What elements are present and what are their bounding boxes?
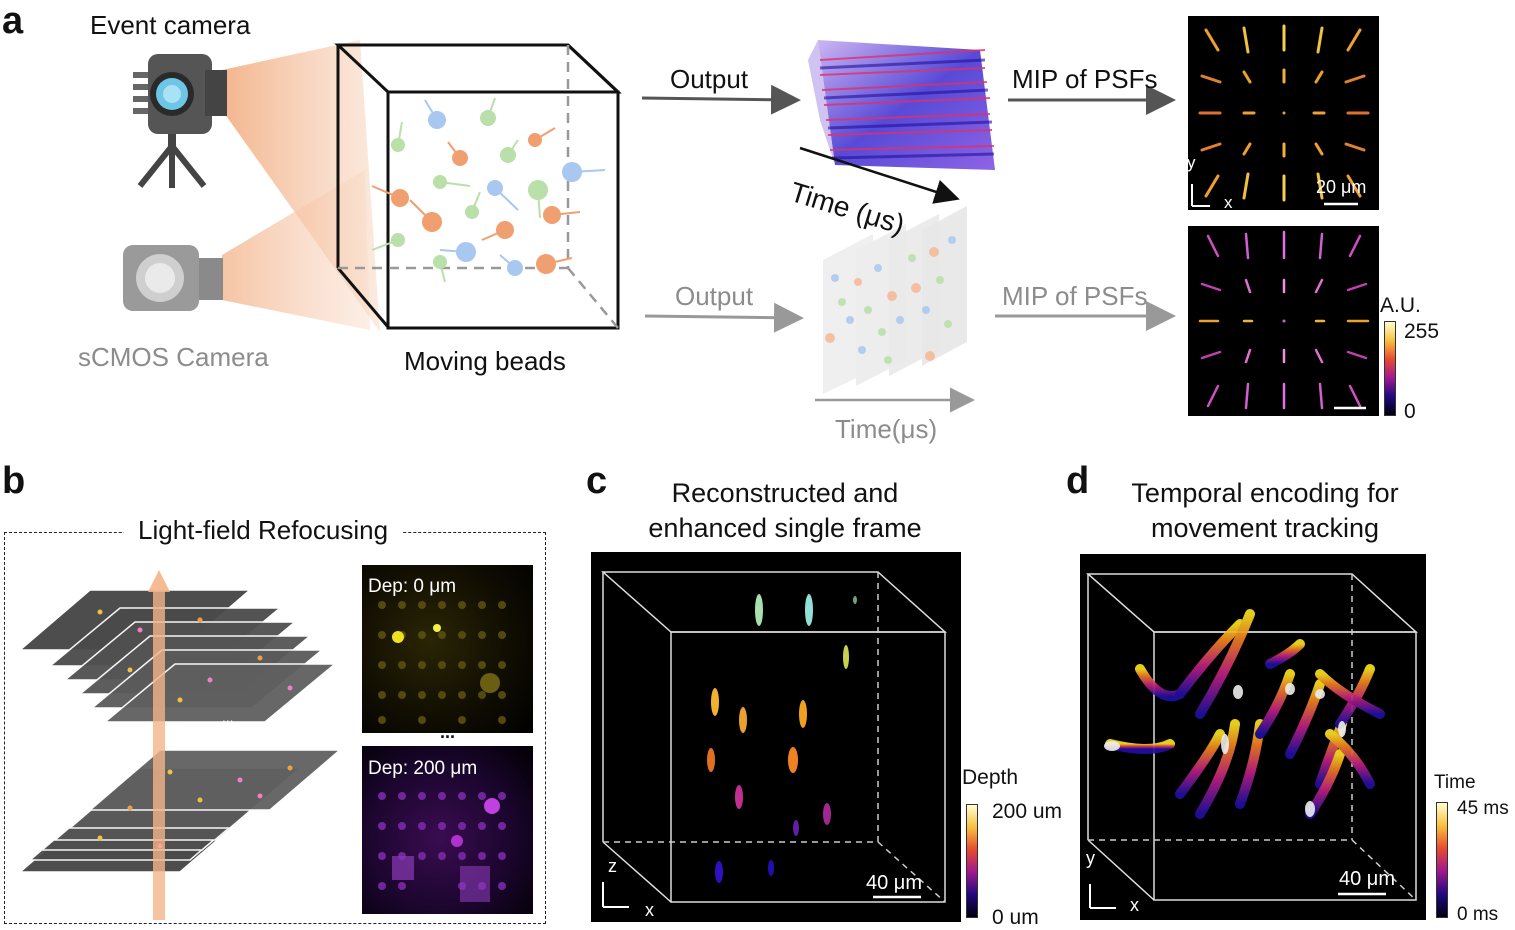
scmos-camera-label: sCMOS Camera — [78, 342, 269, 372]
time-colorbar — [1436, 802, 1448, 918]
depth-colorbar-title: Depth — [962, 766, 1019, 789]
psf-mip-event-image — [1188, 16, 1379, 210]
time-colorbar-max: 45 ms — [1457, 798, 1509, 819]
panel-c-label: c — [586, 460, 608, 502]
psf-mip-scmos-image — [1188, 226, 1379, 416]
depth-colorbar-max: 200 um — [992, 800, 1063, 823]
depth-200-image — [362, 746, 533, 914]
depth-colorbar — [966, 804, 978, 918]
panel-d-title: Temporal encoding for movement tracking — [1090, 476, 1440, 546]
time-bottom-label: Time(μs) — [835, 414, 938, 444]
psf-axis-x: x — [1224, 193, 1233, 212]
output-bottom-label: Output — [675, 281, 754, 311]
psf-scale-label: 20 μm — [1316, 177, 1367, 197]
panel-b-label: b — [2, 460, 26, 502]
event-camera-icon — [133, 54, 227, 188]
output-top-label: Output — [670, 64, 749, 94]
panel-c-title: Reconstructed and enhanced single frame — [610, 476, 960, 546]
depth-0-label: Dep: 0 μm — [368, 576, 457, 597]
panel-d-axis-x: x — [1130, 895, 1139, 915]
panel-c-scale-label: 40 μm — [866, 872, 922, 894]
panel-d-title-line1: Temporal encoding for — [1131, 478, 1399, 508]
depth-colorbar-min: 0 um — [992, 906, 1039, 929]
time-colorbar-title: Time — [1434, 772, 1476, 793]
depth-images-ellipsis: ... — [440, 722, 456, 742]
panel-d-title-line2: movement tracking — [1150, 513, 1380, 543]
mip-top-label: MIP of PSFs — [1012, 64, 1158, 94]
event-data-cube — [808, 40, 995, 170]
time-colorbar-min: 0 ms — [1457, 904, 1499, 925]
panel-d-scale-label: 40 μm — [1339, 868, 1395, 890]
panel-c-title-line2: enhanced single frame — [648, 513, 922, 543]
panel-c-axis-x: x — [645, 900, 654, 920]
panel-d-axis-y: y — [1086, 848, 1095, 868]
psf-axis-y: y — [1187, 153, 1196, 172]
moving-beads-label: Moving beads — [404, 346, 566, 376]
event-camera-label: Event camera — [90, 10, 251, 40]
moving-beads — [371, 97, 606, 283]
au-colorbar-title: A.U. — [1380, 294, 1421, 317]
au-colorbar — [1384, 321, 1396, 416]
panel-a-flow — [641, 40, 1176, 413]
depth-200-label: Dep: 200 μm — [368, 758, 478, 779]
panel-c-axis-z: z — [608, 856, 617, 876]
refocus-plane-stack: ... — [17, 570, 343, 920]
panel-c-title-line1: Reconstructed and — [671, 478, 899, 508]
scmos-light-cone — [222, 170, 370, 330]
mip-bottom-label: MIP of PSFs — [1002, 281, 1148, 311]
scmos-frame-stack — [823, 206, 967, 394]
depth-0-image — [362, 565, 533, 733]
beads-cube — [334, 43, 622, 330]
scmos-camera-icon — [123, 245, 223, 311]
temporal-encoding-image — [1080, 554, 1426, 920]
au-colorbar-max: 255 — [1404, 320, 1440, 343]
panel-d-label: d — [1066, 460, 1090, 502]
panel-a-illustration — [123, 40, 622, 332]
reconstructed-frame-image — [591, 552, 961, 922]
light-field-title: Light-field Refocusing — [124, 517, 403, 543]
plane-ellipsis: ... — [222, 711, 233, 725]
panel-a-label: a — [2, 0, 24, 42]
au-colorbar-min: 0 — [1404, 400, 1416, 423]
